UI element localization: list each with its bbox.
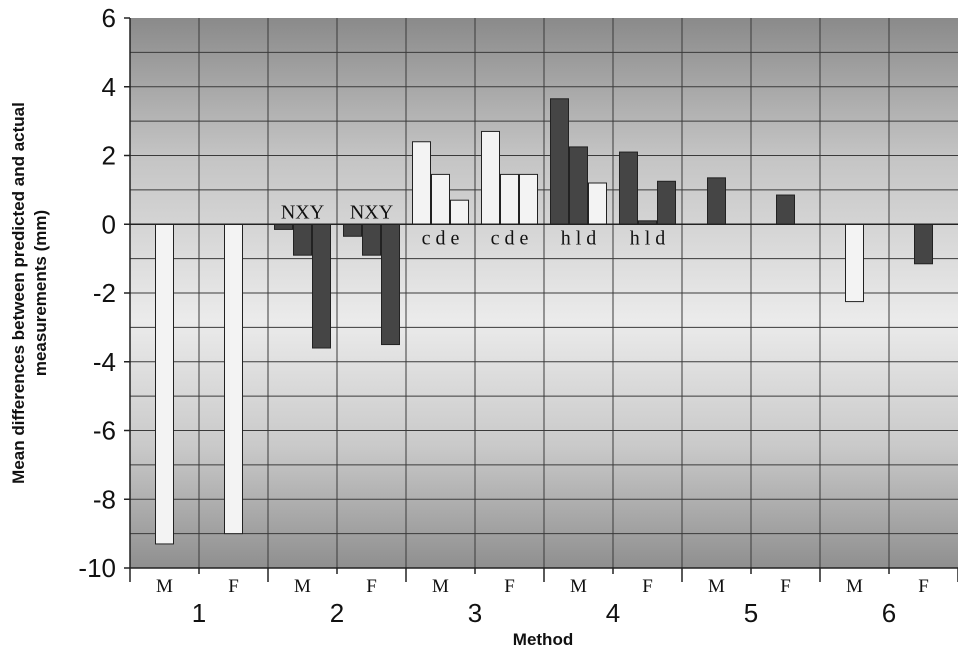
sex-label: M xyxy=(294,576,311,597)
bar-2-F-1 xyxy=(343,223,362,237)
bar-1-M-1 xyxy=(155,223,174,545)
sex-label: F xyxy=(642,576,653,597)
bars xyxy=(155,98,933,545)
y-tick-label: -8 xyxy=(93,484,116,514)
y-tick-label: -10 xyxy=(78,553,116,583)
method-label: 6 xyxy=(882,598,896,628)
bar-3-M-3 xyxy=(450,199,469,225)
bar-group-annotation: NXY xyxy=(281,201,324,223)
bar-group-annotation: h l d xyxy=(561,227,597,249)
labels: 6 4 2 0 -2 -4 -6 -8 -10 M F NXY M NXY Fc d e Mc d e Fh l… xyxy=(78,3,928,628)
sex-label: F xyxy=(504,576,515,597)
bar-3-M-1 xyxy=(412,141,431,225)
sex-label: F xyxy=(228,576,239,597)
method-label: 5 xyxy=(744,598,758,628)
y-tick-label: -6 xyxy=(93,416,116,446)
bar-5-F-1 xyxy=(776,194,795,225)
bar-3-F-1 xyxy=(481,130,500,225)
y-axis-title: Mean differences between predicted and a… xyxy=(9,102,50,484)
sex-label: M xyxy=(570,576,587,597)
method-label: 2 xyxy=(330,598,344,628)
y-tick-label: -4 xyxy=(93,347,116,377)
sex-label: M xyxy=(708,576,725,597)
y-tick-label: 2 xyxy=(102,141,116,171)
bar-4-F-1 xyxy=(619,151,638,225)
bar-2-M-2 xyxy=(293,223,312,256)
bar-6-M-1 xyxy=(845,223,864,303)
method-label: 3 xyxy=(468,598,482,628)
bar-group-annotation: NXY xyxy=(350,201,393,223)
bar-group-annotation: c d e xyxy=(491,227,529,249)
bar-2-M-1 xyxy=(274,223,293,230)
y-tick-label: 4 xyxy=(102,72,116,102)
bar-2-F-2 xyxy=(362,223,381,256)
bar-1-F-1 xyxy=(224,223,243,535)
y-tick-label: 6 xyxy=(102,3,116,33)
sex-label: F xyxy=(366,576,377,597)
sex-label: F xyxy=(918,576,929,597)
bar-3-F-2 xyxy=(500,173,519,225)
method-label: 4 xyxy=(606,598,620,628)
bar-4-F-3 xyxy=(657,180,676,225)
bar-group-annotation: h l d xyxy=(630,227,666,249)
bar-6-F-1 xyxy=(914,223,933,265)
bar-group-annotation: c d e xyxy=(422,227,460,249)
method-label: 1 xyxy=(192,598,206,628)
bar-2-M-3 xyxy=(312,223,331,349)
axes xyxy=(124,17,958,582)
bar-4-M-2 xyxy=(569,146,588,225)
bar-5-M-1 xyxy=(707,177,726,225)
y-axis-title-line-1: Mean differences between predicted and a… xyxy=(9,102,28,484)
y-tick-label: 0 xyxy=(102,209,116,239)
x-axis-title: Method xyxy=(513,630,573,649)
sex-label: M xyxy=(156,576,173,597)
bar-3-F-3 xyxy=(519,173,538,225)
sex-label: M xyxy=(432,576,449,597)
bar-3-M-2 xyxy=(431,173,450,225)
y-axis-title-line-2: measurements (mm) xyxy=(31,210,50,376)
sex-label: F xyxy=(780,576,791,597)
sex-label: M xyxy=(846,576,863,597)
y-tick-label: -2 xyxy=(93,278,116,308)
bar-4-M-1 xyxy=(550,98,569,225)
bar-2-F-3 xyxy=(381,223,400,346)
bar-4-M-3 xyxy=(588,182,607,225)
